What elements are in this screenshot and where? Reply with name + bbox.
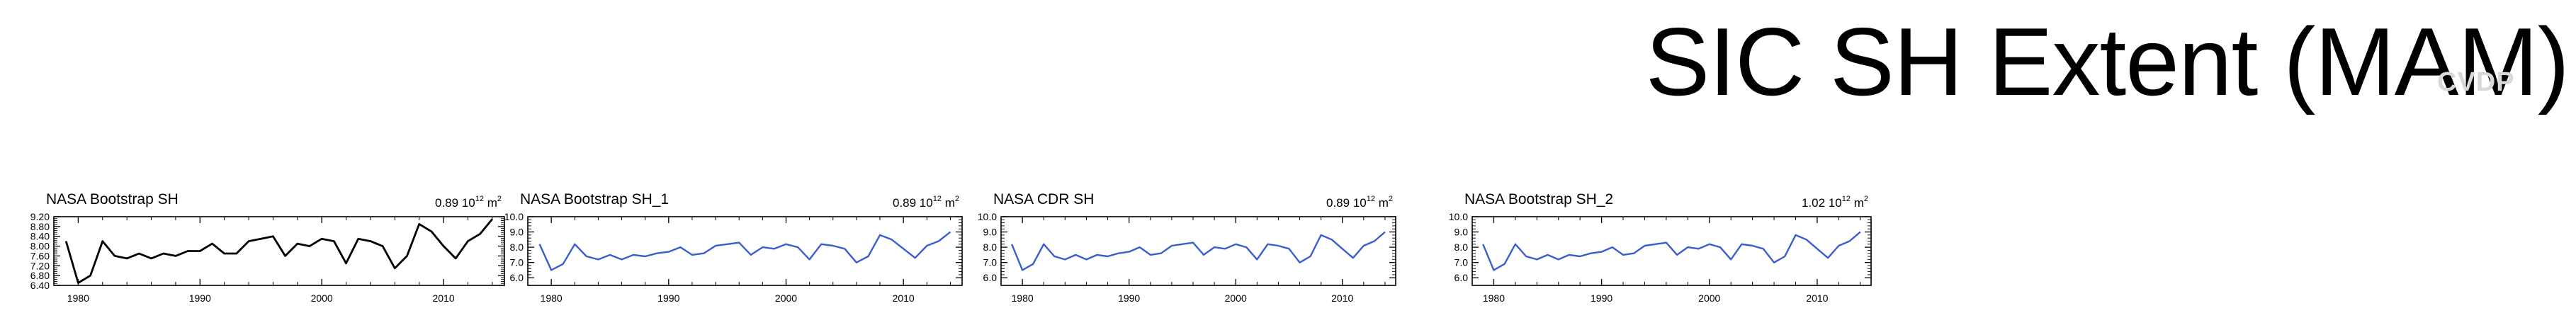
annotation-exponent: 12 <box>475 195 484 203</box>
y-tick-label: 8.0 <box>510 241 524 253</box>
x-tick-label: 1980 <box>541 292 563 304</box>
series-line <box>64 218 493 284</box>
x-tick-label: 2010 <box>1331 292 1353 304</box>
chart-units-annotation: 0.89 1012 m2 <box>893 195 959 210</box>
annotation-unit-exponent: 2 <box>955 195 959 203</box>
y-tick-label: 7.20 <box>30 260 50 271</box>
annotation-exponent: 12 <box>933 195 942 203</box>
y-tick-label: 10.0 <box>504 211 524 222</box>
annotation-text: 0.89 10 <box>893 196 933 210</box>
series-line <box>1010 231 1386 271</box>
chart-title: NASA Bootstrap SH <box>46 191 179 207</box>
annotation-unit-exponent: 2 <box>497 195 502 203</box>
y-tick-label: 8.0 <box>983 241 998 253</box>
y-tick-label: 7.0 <box>1454 257 1469 268</box>
annotation-unit: m <box>942 196 955 210</box>
chart-panel-4: NASA Bootstrap SH_2 1.02 1012 m2 1980 1990 2… <box>1449 191 1872 304</box>
chart-panel-1: NASA Bootstrap SH 0.89 1012 m2 1980 1990 200… <box>30 191 505 304</box>
annotation-unit: m <box>1851 196 1864 210</box>
series-line <box>538 231 951 271</box>
y-tick-label: 6.0 <box>510 272 524 283</box>
annotation-unit-exponent: 2 <box>1864 195 1868 203</box>
chart-units-annotation: 1.02 1012 m2 <box>1802 195 1868 210</box>
y-tick-label: 7.60 <box>30 250 50 261</box>
x-tick-label: 1980 <box>1012 292 1034 304</box>
plot-frame <box>527 216 963 286</box>
chart-panel-2: NASA Bootstrap SH_1 0.89 1012 m2 1980 1990 2… <box>504 191 963 304</box>
y-tick-label: 6.0 <box>1454 272 1469 283</box>
y-tick-label: 9.0 <box>510 227 524 238</box>
x-tick-label: 1990 <box>1118 292 1140 304</box>
cvdp-watermark: CVDP <box>2437 67 2515 97</box>
y-tick-label: 10.0 <box>978 211 997 222</box>
annotation-unit-exponent: 2 <box>1389 195 1393 203</box>
plot-frame <box>1000 216 1396 286</box>
x-tick-label: 2000 <box>775 292 797 304</box>
y-tick-label: 10.0 <box>1449 211 1468 222</box>
annotation-exponent: 12 <box>1842 195 1851 203</box>
y-tick-label: 9.20 <box>30 211 50 222</box>
chart-panel-3: NASA CDR SH 0.89 1012 m2 1980 1990 2000 2010 6… <box>978 191 1396 304</box>
y-tick-label: 9.0 <box>1454 227 1469 238</box>
y-tick-label: 8.40 <box>30 231 50 242</box>
y-tick-label: 8.00 <box>30 241 50 252</box>
chart-title: NASA Bootstrap SH_1 <box>520 191 669 207</box>
y-tick-label: 6.40 <box>30 280 50 291</box>
plot-frame <box>1471 216 1872 286</box>
plot-frame <box>53 216 505 286</box>
x-tick-label: 2000 <box>1225 292 1247 304</box>
y-tick-label: 7.0 <box>983 257 998 268</box>
annotation-text: 1.02 10 <box>1802 196 1842 210</box>
y-tick-label: 8.80 <box>30 221 50 232</box>
y-tick-label: 7.0 <box>510 257 524 268</box>
x-tick-label: 1990 <box>189 292 211 304</box>
x-tick-label: 1980 <box>1483 292 1505 304</box>
chart-units-annotation: 0.89 1012 m2 <box>435 195 502 210</box>
x-tick-label: 2000 <box>1698 292 1720 304</box>
series-line <box>1482 231 1861 271</box>
y-tick-label: 6.80 <box>30 270 50 281</box>
chart-title: NASA CDR SH <box>993 191 1094 207</box>
x-tick-label: 2010 <box>432 292 454 304</box>
annotation-text: 0.89 10 <box>435 196 475 210</box>
x-tick-label: 2010 <box>1806 292 1828 304</box>
chart-title: NASA Bootstrap SH_2 <box>1464 191 1613 207</box>
y-tick-label: 8.0 <box>1454 241 1469 253</box>
annotation-text: 0.89 10 <box>1326 196 1367 210</box>
main-title: SIC SH Extent (MAM) <box>1645 8 2570 115</box>
annotation-exponent: 12 <box>1367 195 1375 203</box>
chart-units-annotation: 0.89 1012 m2 <box>1326 195 1393 210</box>
x-tick-label: 1990 <box>657 292 679 304</box>
x-tick-label: 2010 <box>893 292 915 304</box>
x-tick-label: 2000 <box>311 292 333 304</box>
annotation-unit: m <box>484 196 497 210</box>
x-tick-label: 1980 <box>67 292 89 304</box>
y-tick-label: 9.0 <box>983 227 998 238</box>
y-tick-label: 6.0 <box>983 272 998 283</box>
x-tick-label: 1990 <box>1591 292 1612 304</box>
annotation-unit: m <box>1375 196 1389 210</box>
